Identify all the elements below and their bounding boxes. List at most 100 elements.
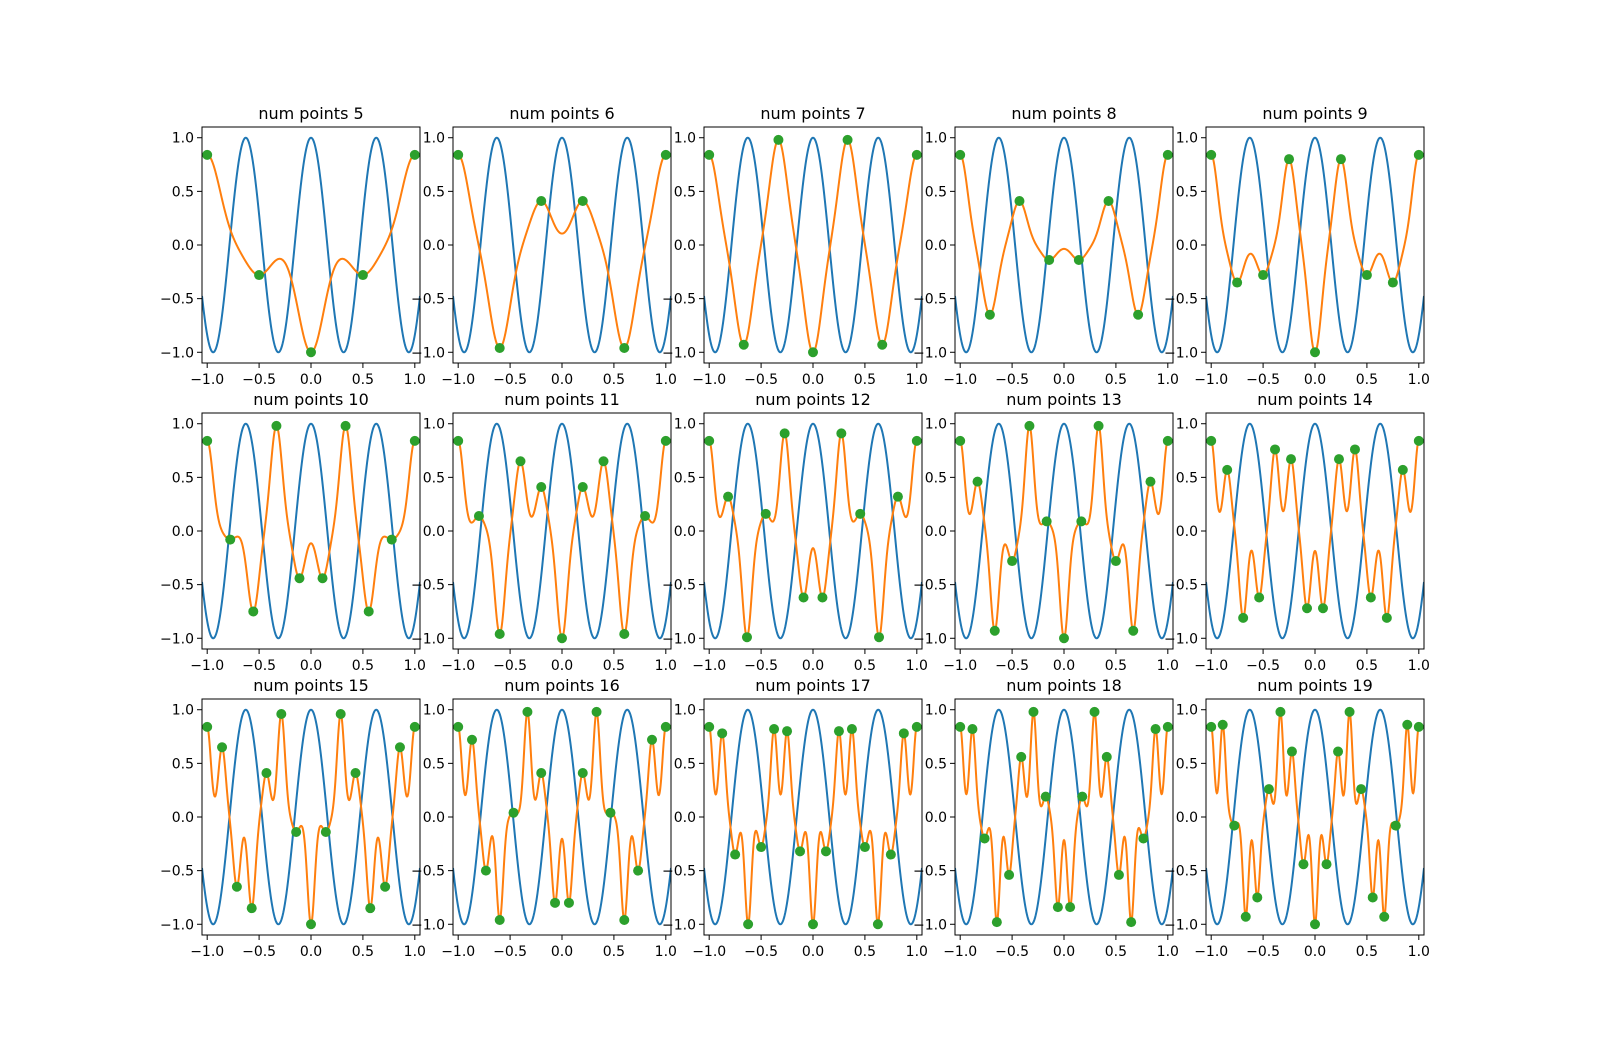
sample-point	[1004, 869, 1015, 880]
sample-point	[1321, 859, 1332, 870]
x-tick-label: −0.5	[1246, 944, 1280, 960]
x-tick-label: 0.0	[1304, 658, 1326, 674]
sample-point	[577, 768, 588, 779]
x-tick-label: 0.5	[1105, 658, 1127, 674]
sample-point	[598, 456, 609, 467]
sample-point	[202, 721, 213, 732]
sample-point	[1310, 347, 1320, 358]
sample-point	[730, 849, 741, 860]
y-tick-label: −0.5	[160, 864, 194, 880]
sample-point	[955, 435, 966, 446]
y-tick-label: −0.5	[1164, 578, 1198, 594]
sample-point	[536, 768, 547, 779]
x-tick-label: 1.0	[404, 658, 426, 674]
x-tick-label: −1.0	[943, 944, 977, 960]
sample-point	[1286, 454, 1297, 465]
sample-point	[1217, 719, 1228, 730]
target-function-line	[453, 708, 671, 926]
x-tick-label: 0.0	[300, 944, 322, 960]
sample-point	[1101, 751, 1112, 762]
sample-point	[1270, 444, 1281, 455]
interpolant-line	[1210, 440, 1420, 620]
y-tick-label: −0.5	[160, 578, 194, 594]
target-function-line	[704, 136, 922, 354]
y-tick-label: 0.0	[172, 810, 194, 826]
sample-point	[760, 508, 771, 519]
x-tick-label: 0.5	[603, 658, 625, 674]
sample-point	[1103, 196, 1114, 207]
interpolant-line	[206, 424, 416, 613]
y-tick-label: 1.0	[674, 417, 696, 433]
sample-point	[577, 482, 588, 493]
sample-point	[808, 919, 818, 930]
interpolant-line	[959, 710, 1169, 924]
subplot-title: num points 7	[760, 104, 865, 123]
x-tick-label: 0.5	[1356, 944, 1378, 960]
y-tick-label: 0.0	[423, 810, 445, 826]
y-tick-label: 0.5	[925, 470, 947, 486]
sample-point	[1093, 420, 1104, 431]
sample-point	[1356, 784, 1367, 795]
sample-point	[1126, 917, 1137, 928]
subplot-title: num points 10	[253, 390, 369, 409]
subplot: −1.0 −0.5 0.0 0.5 1.0 −1.0 −0.5 0.0 0.5 1.0 num po…	[1164, 676, 1430, 960]
sample-point	[1073, 255, 1084, 266]
x-tick-label: 1.0	[404, 944, 426, 960]
interpolant-line	[458, 153, 666, 349]
sample-point	[846, 724, 857, 735]
sample-point	[202, 435, 213, 446]
sample-point	[979, 833, 990, 844]
sample-point	[394, 742, 405, 753]
sample-point	[1381, 612, 1392, 623]
x-tick-label: 0.5	[603, 944, 625, 960]
sample-point	[1387, 277, 1398, 288]
sample-point	[1298, 859, 1309, 870]
sample-point	[453, 721, 464, 732]
sample-point	[723, 491, 734, 502]
sample-point	[892, 491, 903, 502]
sample-point	[1128, 625, 1139, 636]
sample-point	[380, 881, 391, 892]
sample-point	[795, 846, 806, 857]
sample-point	[1206, 721, 1217, 732]
x-tick-label: −1.0	[190, 372, 224, 388]
sample-point	[1413, 721, 1424, 732]
sample-point	[1349, 444, 1360, 455]
x-tick-label: −0.5	[995, 944, 1029, 960]
sample-point	[536, 196, 547, 207]
sample-point	[557, 633, 567, 644]
sample-point	[246, 903, 257, 914]
x-tick-label: 0.0	[551, 944, 573, 960]
y-tick-label: −1.0	[662, 631, 696, 647]
y-tick-label: 1.0	[423, 417, 445, 433]
sample-point	[1361, 270, 1372, 281]
sample-point	[1138, 833, 1149, 844]
sample-point	[202, 149, 213, 160]
y-tick-label: −0.5	[411, 864, 445, 880]
sample-point	[1077, 791, 1088, 802]
x-tick-label: 0.0	[1053, 944, 1075, 960]
y-tick-label: 1.0	[925, 417, 947, 433]
subplot-title: num points 16	[504, 676, 620, 695]
subplot-title: num points 6	[509, 104, 614, 123]
y-tick-label: 0.0	[1176, 810, 1198, 826]
sample-point	[859, 842, 870, 853]
subplot: −1.0 −0.5 0.0 0.5 1.0 −1.0 −0.5 0.0 0.5 1.0 num po…	[411, 104, 677, 388]
sample-point	[248, 606, 259, 617]
y-tick-label: −1.0	[1164, 917, 1198, 933]
sample-point	[276, 709, 287, 720]
sample-point	[494, 342, 505, 353]
sample-point	[1028, 706, 1039, 717]
sample-point	[640, 510, 651, 521]
y-tick-label: 1.0	[674, 131, 696, 147]
subplot: −1.0 −0.5 0.0 0.5 1.0 −1.0 −0.5 0.0 0.5 1.0 num po…	[411, 676, 677, 960]
y-tick-label: 1.0	[1176, 417, 1198, 433]
y-tick-label: −0.5	[1164, 864, 1198, 880]
sample-point	[955, 149, 966, 160]
y-tick-label: 0.0	[423, 238, 445, 254]
y-tick-label: 0.5	[674, 184, 696, 200]
sample-point	[991, 917, 1002, 928]
subplot: −1.0 −0.5 0.0 0.5 1.0 −1.0 −0.5 0.0 0.5 1.0 num po…	[662, 390, 928, 674]
sample-point	[1016, 751, 1027, 762]
sample-point	[619, 342, 630, 353]
